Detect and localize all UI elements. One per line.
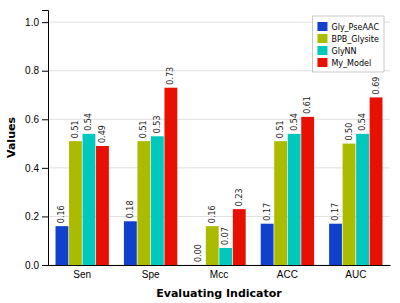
bar xyxy=(69,141,82,265)
bars xyxy=(56,88,383,265)
x-tick: Spe xyxy=(142,269,160,280)
data-label: 0.17 xyxy=(331,203,340,221)
y-tick-mark xyxy=(42,216,48,217)
legend-frame xyxy=(312,16,384,72)
grid-line xyxy=(48,119,390,120)
bar xyxy=(83,134,96,265)
data-label: 0.69 xyxy=(372,77,381,95)
bar xyxy=(329,224,342,265)
data-label: 0.54 xyxy=(290,113,299,131)
data-label: 0.49 xyxy=(98,125,107,143)
legend-item: Gly_PseAAC xyxy=(317,22,379,32)
data-label: 0.53 xyxy=(153,115,162,133)
legend-label: GlyNN xyxy=(331,47,356,56)
data-label: 0.51 xyxy=(139,120,148,138)
x-tick-label: ACC xyxy=(277,269,298,280)
y-tick: 0.0 xyxy=(25,260,48,271)
bar xyxy=(137,141,150,265)
legend-item: My_Model xyxy=(317,58,371,68)
y-tick-mark xyxy=(42,71,48,72)
data-label: 0.54 xyxy=(358,113,367,131)
x-axis-title: Evaluating Indicator xyxy=(156,287,282,300)
data-labels: 0.16 0.18 0.00 0.17 0.17 0.51 0.51 0.16 0.51 0.50… xyxy=(57,67,380,262)
bar xyxy=(192,265,205,266)
data-label: 0.50 xyxy=(345,123,354,141)
data-label: 0.51 xyxy=(276,120,285,138)
y-tick-label: 0.6 xyxy=(25,114,39,125)
bar xyxy=(288,134,301,265)
legend-swatch xyxy=(317,58,327,67)
bar xyxy=(164,88,177,265)
y-tick: 1.0 xyxy=(25,17,48,28)
y-tick-mark xyxy=(42,168,48,169)
bar xyxy=(301,117,314,265)
legend-swatch xyxy=(317,46,327,55)
y-axis-title: Values xyxy=(5,117,18,158)
y-axis-line xyxy=(42,11,49,266)
bar xyxy=(206,226,219,265)
legend-label: Gly_PseAAC xyxy=(331,23,379,32)
bar xyxy=(370,97,383,265)
data-label: 0.54 xyxy=(84,113,93,131)
y-tick-label: 1.0 xyxy=(25,17,39,28)
y-tick-mark xyxy=(42,119,48,120)
bar-series xyxy=(96,88,382,265)
y-tick-label: 0.0 xyxy=(25,260,39,271)
bar xyxy=(356,134,369,265)
data-label: 0.61 xyxy=(303,96,312,114)
x-tick: ACC xyxy=(277,269,298,280)
x-tick-label: AUC xyxy=(345,269,366,280)
data-label: 0.73 xyxy=(166,67,175,85)
x-tick: Mcc xyxy=(210,269,228,280)
x-axis: Sen Spe Mcc ACC AUC xyxy=(49,266,391,281)
bar xyxy=(343,144,356,265)
data-label: 0.16 xyxy=(208,205,217,223)
bar xyxy=(219,248,232,265)
bar xyxy=(124,221,137,265)
legend-item: GlyNN xyxy=(317,46,356,56)
y-tick-label: 0.2 xyxy=(25,211,39,222)
x-tick: AUC xyxy=(345,269,366,280)
bar-series xyxy=(83,134,369,265)
legend-label: BPB_Glysite xyxy=(331,35,378,44)
bar xyxy=(151,136,164,265)
data-label: 0.07 xyxy=(221,227,230,245)
legend-item: BPB_Glysite xyxy=(317,34,378,44)
x-tick-label: Sen xyxy=(73,269,91,280)
y-tick: 0.2 xyxy=(25,211,48,222)
y-tick-mark xyxy=(42,22,48,23)
legend-swatch xyxy=(317,34,327,43)
legend-swatch xyxy=(317,22,327,31)
x-tick: Sen xyxy=(73,269,91,280)
y-tick-mark xyxy=(42,265,48,266)
y-tick: 0.8 xyxy=(25,65,48,76)
x-axis-line xyxy=(49,265,391,266)
x-tick-label: Mcc xyxy=(210,269,228,280)
y-tick-label: 0.4 xyxy=(25,163,39,174)
data-label: 0.18 xyxy=(126,200,135,218)
grid xyxy=(48,22,390,265)
x-tick-label: Spe xyxy=(142,269,160,280)
bar xyxy=(233,209,246,265)
y-tick: 0.4 xyxy=(25,163,48,174)
data-label: 0.51 xyxy=(71,120,80,138)
plot: 0.16 0.18 0.00 0.17 0.17 0.51 0.51 0.16 0.51 0.50… xyxy=(25,11,390,281)
data-label: 0.23 xyxy=(235,188,244,206)
y-tick: 0.6 xyxy=(25,114,48,125)
legend: Gly_PseAAC BPB_Glysite GlyNN My_Model xyxy=(312,16,384,72)
y-tick-label: 0.8 xyxy=(25,65,39,76)
data-label: 0.00 xyxy=(194,244,203,262)
data-label: 0.16 xyxy=(57,205,66,223)
legend-label: My_Model xyxy=(331,59,371,68)
y-axis: 0.0 0.2 0.4 0.6 0.8 1.0 xyxy=(25,11,48,271)
bar xyxy=(96,146,109,265)
bar xyxy=(56,226,69,265)
bar xyxy=(261,224,274,265)
bar xyxy=(274,141,287,265)
chart: 0.16 0.18 0.00 0.17 0.17 0.51 0.51 0.16 0.51 0.50… xyxy=(0,0,400,303)
data-label: 0.17 xyxy=(263,203,272,221)
